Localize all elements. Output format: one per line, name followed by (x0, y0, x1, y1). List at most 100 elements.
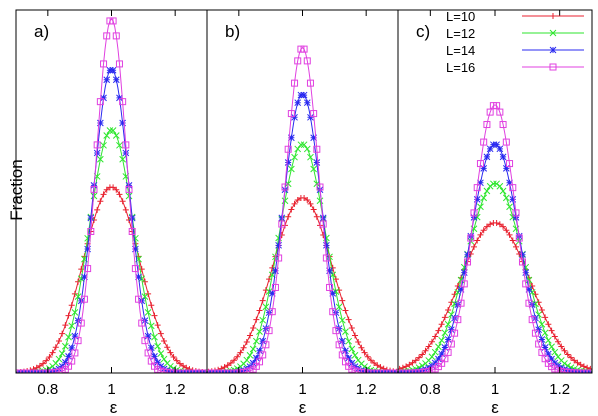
marker-open-square (284, 145, 292, 153)
marker-plus (532, 291, 539, 298)
marker-plus (425, 343, 432, 350)
marker-plus (422, 347, 429, 354)
marker-star (112, 76, 120, 84)
marker-star (275, 241, 282, 249)
marker-open-square (90, 185, 98, 193)
marker-cross (303, 145, 311, 153)
marker-star (549, 46, 557, 54)
marker-open-square (135, 295, 143, 303)
marker-star (252, 354, 260, 362)
marker-cross (97, 155, 104, 163)
marker-cross (431, 348, 439, 356)
marker-plus (97, 198, 104, 205)
marker-star (300, 91, 308, 99)
marker-plus (59, 330, 66, 337)
marker-star (323, 241, 330, 249)
marker-cross (109, 127, 117, 134)
panel-label: a) (34, 22, 49, 41)
x-tick-label: 1 (107, 381, 115, 398)
marker-star (519, 251, 526, 259)
marker-open-square (460, 280, 468, 288)
marker-plus (374, 362, 381, 369)
x-tick-label: 0.8 (228, 381, 249, 398)
marker-plus (259, 297, 266, 304)
marker-cross (310, 165, 317, 173)
marker-plus (416, 354, 423, 361)
series-line (16, 68, 207, 373)
marker-star (151, 353, 158, 360)
marker-open-square (122, 141, 130, 149)
marker-star (288, 134, 295, 142)
marker-open-square (444, 348, 452, 356)
x-tick-label: 1.2 (165, 381, 186, 398)
marker-plus (558, 343, 565, 350)
marker-plus (506, 231, 513, 238)
marker-open-square (454, 316, 462, 324)
x-tick-label: 1 (298, 381, 306, 398)
series-l-10 (16, 184, 207, 373)
marker-cross (483, 187, 491, 195)
marker-plus (432, 333, 439, 340)
marker-open-square (326, 283, 334, 291)
marker-plus (250, 325, 257, 332)
marker-plus (313, 213, 320, 220)
marker-plus (480, 227, 487, 234)
marker-open-square (518, 258, 526, 266)
marker-open-square (528, 316, 536, 324)
marker-open-square (338, 351, 346, 359)
marker-star (256, 347, 263, 355)
marker-open-square (281, 183, 289, 191)
marker-open-square (470, 209, 478, 217)
marker-open-square (451, 329, 459, 337)
marker-plus (555, 338, 562, 345)
marker-plus (234, 353, 241, 360)
marker-cross (480, 194, 488, 202)
marker-star (473, 196, 481, 203)
marker-plus (545, 321, 552, 328)
marker-plus (445, 307, 452, 314)
marker-plus (116, 191, 123, 198)
marker-cross (307, 153, 314, 161)
marker-open-square (509, 184, 517, 192)
marker-open-square (77, 319, 85, 327)
marker-star (342, 347, 349, 355)
marker-cross (151, 333, 158, 341)
marker-cross (157, 350, 165, 357)
marker-open-square (109, 17, 117, 25)
marker-star (65, 353, 72, 360)
marker-plus (94, 206, 101, 213)
marker-plus (154, 322, 161, 329)
marker-star (278, 214, 286, 222)
marker-star (116, 94, 123, 102)
marker-open-square (262, 341, 270, 349)
marker-star (61, 359, 69, 366)
marker-plus (342, 307, 349, 314)
marker-open-square (496, 108, 504, 116)
marker-plus (304, 197, 311, 204)
marker-cross (100, 141, 107, 149)
marker-star (109, 66, 117, 74)
marker-cross (490, 180, 497, 188)
marker-plus (151, 312, 158, 319)
marker-plus (474, 237, 481, 244)
marker-plus (496, 221, 503, 228)
marker-star (307, 113, 314, 121)
marker-plus (65, 312, 72, 319)
marker-star (496, 145, 504, 153)
marker-cross (147, 322, 155, 330)
x-tick-label: 0.8 (37, 381, 58, 398)
marker-star (128, 214, 136, 222)
series-line (207, 197, 398, 373)
marker-open-square (464, 258, 472, 266)
marker-cross (549, 29, 557, 37)
marker-open-square (316, 183, 324, 191)
legend-label: L=12 (446, 26, 475, 41)
series-line (207, 143, 398, 373)
marker-star (122, 149, 130, 157)
chart-panel: 0.8 1 1.2 ε a) (15, 9, 208, 416)
marker-open-square (96, 98, 104, 106)
marker-plus (348, 325, 355, 332)
marker-open-square (84, 265, 92, 273)
marker-plus (164, 344, 171, 351)
